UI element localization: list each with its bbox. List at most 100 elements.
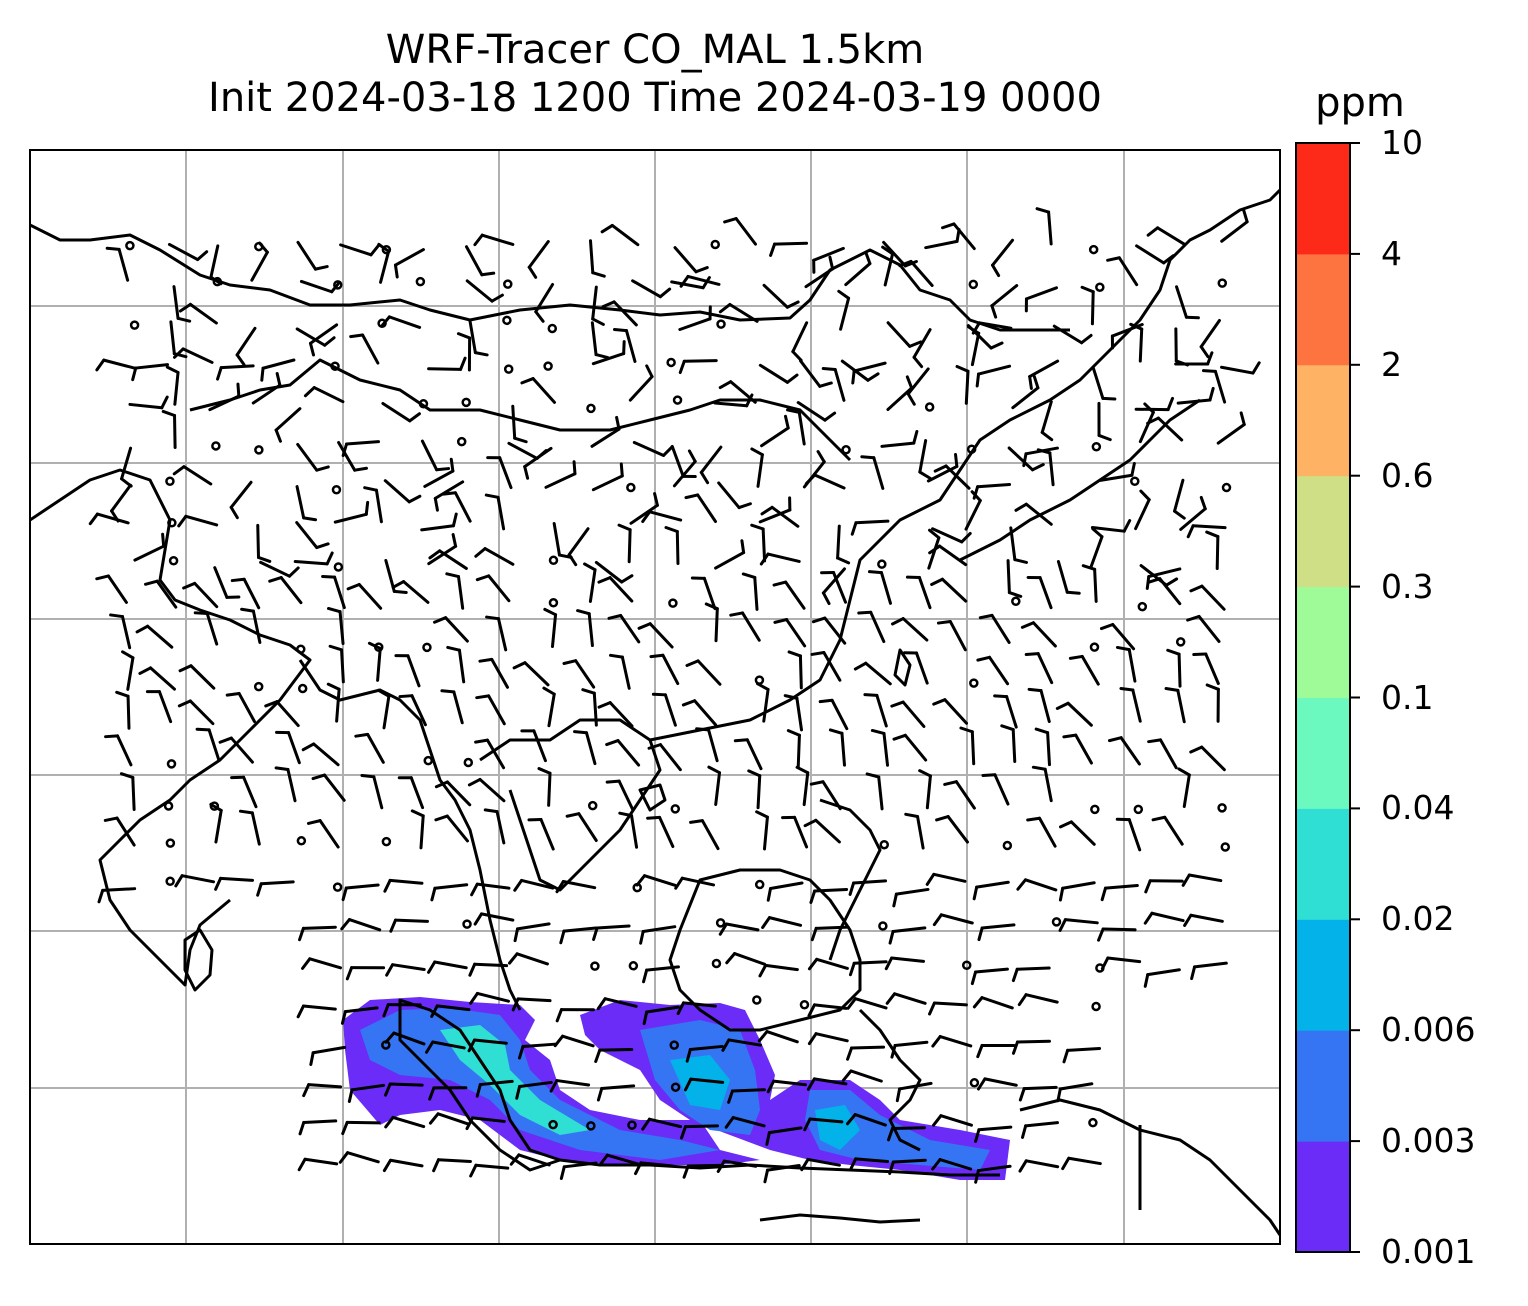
wind-barb [844,250,872,287]
calm-wind-circle [1090,804,1100,815]
calm-wind-circle [502,315,512,326]
wind-barb [755,810,769,851]
calm-wind-circle [254,445,264,455]
wind-barb [646,815,675,849]
calm-wind-circle [754,879,765,890]
wind-barb [264,700,300,728]
wind-barb [1097,401,1112,442]
calm-wind-circle [1091,1001,1101,1012]
wind-barb [924,228,961,250]
calm-wind-circle [503,279,513,289]
wind-barb [783,694,803,732]
calm-wind-circle [1220,842,1231,852]
wind-barb [632,440,674,457]
wind-barb [553,1034,595,1048]
calm-wind-circle [462,919,472,929]
wind-barb [935,815,969,844]
wind-barb [800,1157,841,1172]
calm-wind-circle [548,1119,558,1130]
wind-barb [445,572,465,610]
wind-barb [891,617,929,642]
wind-barb [1089,527,1104,569]
wind-barb [664,525,680,566]
colorbar-segment [1296,364,1350,477]
wind-barb [1056,560,1081,595]
wind-barb [1000,724,1017,763]
wind-barb [933,464,971,490]
wind-barb [465,245,496,277]
wind-barb [765,1126,803,1146]
wind-barb [430,1004,471,1018]
wind-barb [786,729,801,769]
wind-barb [977,1077,1018,1091]
wind-barb [904,812,925,850]
wind-barb [209,802,223,844]
wind-barb [251,372,282,405]
wind-barb [678,359,718,375]
wind-barb [1080,285,1095,326]
wind-barb [918,769,932,810]
wind-barb [259,560,300,578]
wind-barb [474,738,506,770]
wind-barb [976,655,1010,686]
wind-barb [1011,966,1051,983]
wind-barb [750,523,767,563]
wind-barb [651,692,677,727]
wind-barb [699,445,723,485]
wind-barb [591,340,626,366]
colorbar-segment [1296,253,1350,366]
wind-barb [346,583,383,610]
wind-barb [1166,648,1182,688]
wind-barb [1190,961,1228,981]
wind-barb [886,321,923,348]
coastline-philippines [819,798,882,961]
wind-barb [1146,226,1187,247]
calm-wind-circle [879,839,890,850]
wind-barb [144,579,178,609]
wind-barb [890,1040,929,1059]
calm-wind-circle [969,678,979,688]
wind-barb [1181,873,1223,887]
wind-barb [321,575,346,610]
wind-barb [851,361,887,385]
wind-barbs [88,207,1261,1184]
calm-wind-circle [587,800,598,811]
wind-barb [1151,815,1184,846]
wind-barb [977,923,1016,942]
colorbar-tick-label: 0.1 [1381,677,1434,717]
wind-barb [993,694,1018,729]
wind-barb [328,644,345,684]
wind-barb [303,386,345,404]
wind-barb [1174,327,1190,367]
wind-barb [1216,411,1246,445]
wind-barb [1146,416,1184,442]
wind-barb [1027,687,1051,724]
wind-barb [177,699,215,726]
wind-barb [990,284,1019,319]
wind-barb [428,549,468,570]
wind-barb [470,882,511,897]
wind-barb [1134,489,1151,531]
wind-barb [641,510,683,524]
wind-barb [165,365,180,406]
wind-barb [213,566,241,599]
wind-barb [966,325,981,367]
wind-barb [807,957,849,971]
calm-wind-circle [1091,442,1102,452]
wind-barb [295,521,330,550]
wind-barb [214,876,255,891]
wind-barb [103,816,136,847]
calm-wind-circle [626,482,636,493]
wind-barb [713,393,754,408]
wind-barb [1205,683,1220,723]
wind-barb [301,957,342,970]
wind-barb [511,404,528,444]
plume-java-core [815,1105,860,1150]
wind-barb [741,572,759,611]
wind-barb [341,883,380,902]
wind-barb [760,505,800,528]
calm-wind-circle [163,801,174,811]
wind-barb [384,1031,426,1046]
wind-barb [600,223,640,247]
